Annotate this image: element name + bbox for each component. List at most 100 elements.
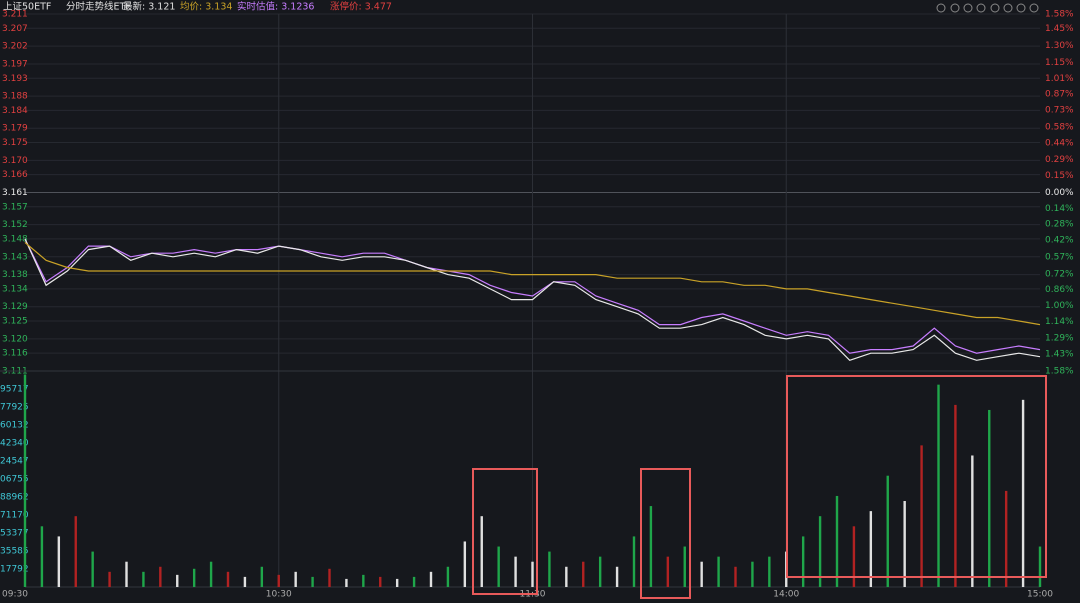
- tool-icon[interactable]: [936, 3, 946, 13]
- plot: 3.211 3.207 3.202 3.197 3.193 3.188 3.184 3.179…: [0, 10, 1074, 600]
- price-line: [24, 238, 1041, 354]
- volume-bar: [260, 566, 264, 587]
- volume-bar: [446, 566, 450, 587]
- volume-tick-label: 06755: [0, 475, 29, 485]
- volume-bar: [886, 475, 889, 587]
- x-tick-label: 09:30: [2, 590, 28, 600]
- volume-tick-label: 88962: [0, 493, 29, 503]
- y-tick-label: 3.125: [2, 317, 28, 327]
- volume-bar: [57, 536, 61, 587]
- volume-bar: [717, 556, 720, 587]
- tool-icon[interactable]: [1016, 3, 1026, 13]
- volume-tick-label: 77925: [0, 403, 29, 413]
- volume-bar: [548, 551, 551, 587]
- volume-bar: [176, 574, 179, 587]
- volume-bar: [243, 576, 247, 587]
- volume-bar: [954, 404, 957, 587]
- highlight-box: [472, 468, 538, 595]
- y-tick-label: 3.152: [2, 220, 28, 230]
- volume-bar: [683, 546, 686, 587]
- volume-bar: [615, 566, 619, 587]
- y2-tick-label: 0.87%: [1045, 90, 1074, 100]
- y2-tick-label: 1.58%: [1045, 10, 1074, 20]
- volume-bar: [801, 536, 805, 587]
- volume-tick-label: 95717: [0, 385, 29, 395]
- header-estimate: 实时估值: 3.1236: [237, 1, 314, 13]
- y-tick-label: 3.197: [2, 59, 28, 69]
- volume-bar: [1038, 546, 1042, 587]
- x-tick-label: 14:00: [773, 590, 799, 600]
- y2-tick-label: 0.29%: [1045, 155, 1074, 165]
- volume-bar: [463, 541, 467, 587]
- y-tick-label: 3.211: [2, 10, 28, 20]
- tool-icon[interactable]: [963, 3, 973, 13]
- y-tick-label: 3.134: [2, 284, 28, 294]
- volume-bar: [666, 556, 670, 587]
- volume-tick-label: 17792: [0, 565, 29, 575]
- volume-bar: [598, 556, 602, 587]
- highlight-boxes: [472, 375, 1047, 599]
- y2-tick-label: 0.72%: [1045, 269, 1074, 279]
- y2-tick-label: 0.42%: [1045, 235, 1074, 245]
- volume-tick-label: 60132: [0, 421, 29, 431]
- volume-bar: [345, 578, 348, 587]
- volume-bar: [818, 516, 822, 587]
- y2-tick-label: 0.28%: [1045, 220, 1074, 230]
- header-subtitle: 分时走势线ETF: [66, 1, 131, 13]
- volume-bar: [1004, 490, 1008, 587]
- y2-tick-label: 1.00%: [1045, 301, 1074, 311]
- y-tick-label: 3.170: [2, 156, 28, 166]
- volume-bar: [226, 571, 230, 587]
- header-latest: 最新: 3.121: [123, 1, 175, 13]
- y-tick-label: 3.193: [2, 74, 28, 84]
- price-line: [24, 238, 1041, 361]
- tool-icon[interactable]: [990, 3, 1000, 13]
- volume-bar: [277, 574, 280, 587]
- volume-bar: [108, 571, 111, 587]
- y-tick-label: 3.148: [2, 234, 28, 244]
- tool-icon[interactable]: [1029, 3, 1039, 13]
- volume-bar: [531, 561, 534, 587]
- y-tick-label: 3.202: [2, 42, 28, 52]
- volume-bar: [852, 526, 856, 587]
- volume-bar: [480, 516, 483, 587]
- y-tick-label: 3.179: [2, 124, 28, 134]
- y2-tick-label: 1.43%: [1045, 350, 1074, 360]
- volume-bar: [565, 566, 568, 587]
- y2-tick-label: 0.00%: [1045, 188, 1074, 198]
- y2-tick-label: 1.45%: [1045, 24, 1074, 34]
- volume-bar: [91, 551, 94, 587]
- volume-bar: [582, 561, 585, 587]
- y-tick-label: 3.175: [2, 138, 28, 148]
- volume-bar: [142, 571, 145, 587]
- y-tick-label: 3.207: [2, 24, 28, 34]
- tool-icon[interactable]: [976, 3, 986, 13]
- toolbar[interactable]: [936, 3, 1039, 13]
- volume-bar: [1021, 399, 1025, 587]
- volume-bar: [429, 571, 433, 587]
- volume-tick-label: 24547: [0, 457, 29, 467]
- y-tick-label: 3.120: [2, 334, 28, 344]
- y2-tick-label: 0.44%: [1045, 138, 1074, 148]
- volume-bar: [209, 561, 213, 587]
- tool-icon[interactable]: [950, 3, 960, 13]
- volume-bar: [125, 561, 128, 587]
- volume-bar: [649, 506, 653, 587]
- volume-bar: [395, 578, 399, 587]
- y2-tick-label: 1.15%: [1045, 58, 1074, 68]
- header-limit: 涨停价: 3.477: [330, 1, 392, 13]
- volume-bar: [971, 455, 974, 587]
- header-name: 上证50ETF: [3, 2, 51, 13]
- volume-bar: [362, 574, 365, 587]
- volume-bar: [632, 536, 636, 587]
- volume-bar: [988, 409, 991, 587]
- y-tick-label: 3.188: [2, 92, 28, 102]
- volume-bar: [412, 576, 416, 587]
- highlight-box: [786, 375, 1047, 578]
- volume-bar: [311, 576, 314, 587]
- tool-icon[interactable]: [1003, 3, 1013, 13]
- volume-tick-label: 35585: [0, 547, 29, 557]
- volume-bar: [920, 445, 923, 587]
- header-average: 均价: 3.134: [180, 1, 232, 13]
